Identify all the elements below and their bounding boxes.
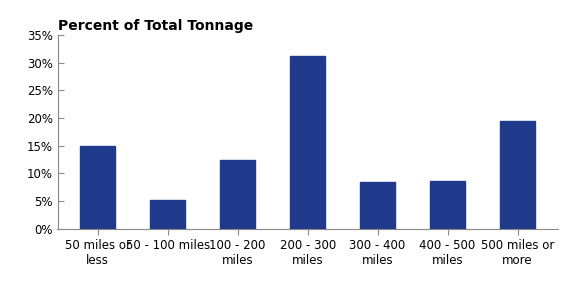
Bar	[220, 160, 255, 229]
Bar	[360, 182, 395, 229]
Bar	[150, 200, 185, 229]
Bar	[290, 56, 325, 229]
Bar	[430, 181, 465, 229]
Text: Percent of Total Tonnage: Percent of Total Tonnage	[58, 18, 253, 33]
Bar	[81, 146, 115, 229]
Bar	[500, 121, 535, 229]
